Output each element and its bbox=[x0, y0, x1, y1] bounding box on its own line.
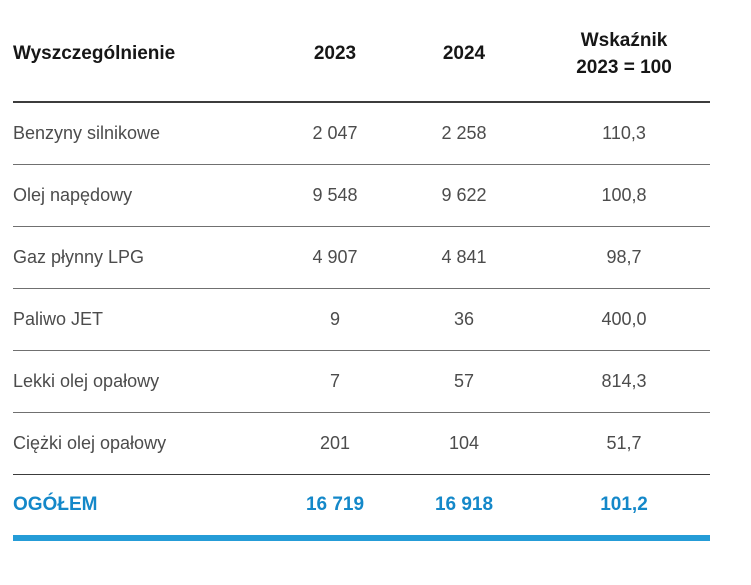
table-row-olej-napedowy: Olej napędowy 9 548 9 622 100,8 bbox=[13, 165, 710, 227]
value-2023: 201 bbox=[319, 433, 351, 453]
value-index: 814,3 bbox=[601, 371, 647, 391]
value-2023: 9 548 bbox=[312, 185, 358, 205]
row-label: Lekki olej opałowy bbox=[13, 371, 160, 391]
table-row-benzyny-silnikowe: Benzyny silnikowe 2 047 2 258 110,3 bbox=[13, 103, 710, 165]
value-2023: 2 047 bbox=[312, 123, 358, 143]
value-2024: 2 258 bbox=[441, 123, 487, 143]
row-label: Gaz płynny LPG bbox=[13, 247, 145, 267]
column-header-2023: 2023 bbox=[313, 43, 357, 64]
row-label: Ciężki olej opałowy bbox=[13, 433, 167, 453]
column-header-index: Wskaźnik 2023 = 100 bbox=[538, 27, 710, 81]
value-index: 100,8 bbox=[601, 185, 647, 205]
table-header-row: Wyszczególnienie 2023 2024 Wskaźnik 2023… bbox=[13, 0, 710, 103]
column-header-index-line1: Wskaźnik bbox=[580, 29, 668, 51]
table-row-gaz-plynny-lpg: Gaz płynny LPG 4 907 4 841 98,7 bbox=[13, 227, 710, 289]
value-2023: 7 bbox=[329, 371, 340, 391]
table-row-total: OGÓŁEM 16 719 16 918 101,2 bbox=[13, 475, 710, 541]
total-index: 101,2 bbox=[600, 494, 648, 515]
column-header-index-line2: 2023 = 100 bbox=[576, 56, 672, 78]
value-index: 400,0 bbox=[601, 309, 647, 329]
value-2023: 9 bbox=[329, 309, 340, 329]
table-row-ciezki-olej-opalowy: Ciężki olej opałowy 201 104 51,7 bbox=[13, 413, 710, 475]
table-row-lekki-olej-opalowy: Lekki olej opałowy 7 57 814,3 bbox=[13, 351, 710, 413]
value-index: 98,7 bbox=[606, 247, 642, 267]
value-index: 110,3 bbox=[602, 123, 646, 143]
row-label: Paliwo JET bbox=[13, 309, 104, 329]
total-2024: 16 918 bbox=[434, 494, 494, 515]
row-label: Benzyny silnikowe bbox=[13, 123, 161, 143]
total-label: OGÓŁEM bbox=[13, 494, 98, 515]
value-2024: 9 622 bbox=[441, 185, 487, 205]
total-2023: 16 719 bbox=[305, 494, 365, 515]
column-header-2024: 2024 bbox=[442, 43, 486, 64]
value-2024: 36 bbox=[453, 309, 475, 329]
value-2024: 57 bbox=[453, 371, 475, 391]
fuel-deliveries-table: Wyszczególnienie 2023 2024 Wskaźnik 2023… bbox=[13, 0, 710, 541]
value-2023: 4 907 bbox=[312, 247, 358, 267]
value-2024: 104 bbox=[448, 433, 480, 453]
value-index: 51,7 bbox=[606, 433, 642, 453]
value-2024: 4 841 bbox=[441, 247, 487, 267]
row-label: Olej napędowy bbox=[13, 185, 133, 205]
column-header-specification: Wyszczególnienie bbox=[13, 43, 176, 64]
table-row-paliwo-jet: Paliwo JET 9 36 400,0 bbox=[13, 289, 710, 351]
